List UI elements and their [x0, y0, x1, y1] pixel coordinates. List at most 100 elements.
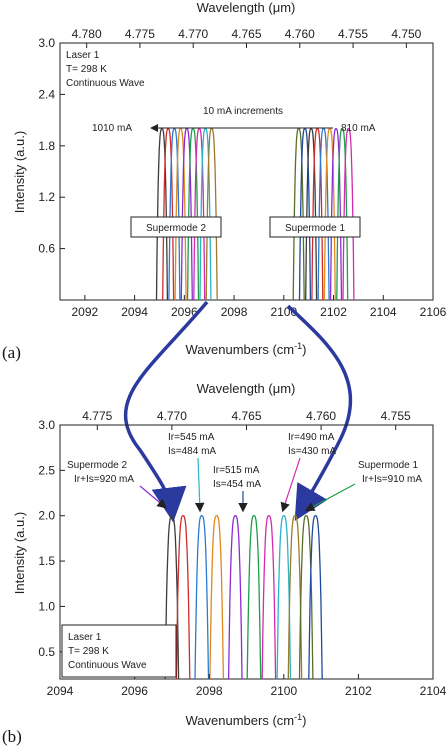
peak-line — [317, 128, 330, 301]
panel-a: 2092 2094 2096 2098 2100 2102 2104 2106 0.61.21… — [2, 0, 447, 362]
y-tick-label: 1.0 — [38, 599, 55, 613]
peak-line — [311, 128, 324, 301]
sm1-sum: Ir+Is=910 mA — [362, 474, 422, 485]
panel-b-legend-line-1: Laser 1 — [68, 632, 102, 643]
peak-line — [342, 128, 355, 301]
peak-line — [276, 515, 292, 680]
peak-line — [323, 128, 336, 301]
peak-line — [298, 128, 312, 301]
top-tick-label: 4.760 — [306, 409, 336, 423]
x-tick-label: 2100 — [270, 684, 297, 698]
top-tick-label: 4.780 — [72, 27, 102, 41]
peak-line — [261, 515, 277, 680]
panel-a-top-ticks: 4.780 4.775 4.770 4.765 4.760 4.755 4.750 — [72, 27, 422, 48]
x-tick-label: 2098 — [221, 305, 248, 319]
peak-line — [205, 128, 218, 301]
y-tick-label: 1.2 — [38, 190, 55, 204]
panel-b: 2094 2096 2098 2100 2102 2104 0.5 1.0 1.5 2.0 2.5… — [2, 381, 447, 746]
increments-label: 10 mA increments — [203, 106, 283, 117]
a3-ir: Ir=490 mA — [288, 432, 335, 443]
a1-ir: Ir=545 mA — [168, 432, 215, 443]
top-tick-label: 4.765 — [231, 409, 261, 423]
panel-a-legend-line-2: T= 298 K — [66, 64, 107, 75]
panel-a-label: (a) — [2, 343, 21, 362]
x-tick-label: 2102 — [345, 684, 372, 698]
panel-a-x-axis-title: Wavenumbers (cm-1) — [186, 341, 307, 357]
x-tick-label: 2092 — [72, 305, 99, 319]
peak-line — [199, 128, 212, 301]
peak-line — [175, 515, 191, 680]
panel-a-peaks — [155, 128, 355, 301]
panel-a-legend-line-1: Laser 1 — [66, 50, 100, 61]
peak-line — [162, 128, 175, 301]
panel-b-top-axis-title: Wavelength (μm) — [197, 381, 296, 396]
peak-line — [329, 128, 343, 301]
top-tick-label: 4.750 — [391, 27, 421, 41]
y-tick-label: 0.6 — [38, 242, 55, 256]
y-tick-label: 3.0 — [38, 36, 55, 50]
peak-line — [168, 128, 181, 301]
sm2-title: Supermode 2 — [67, 460, 127, 471]
supermode-2-label: Supermode 2 — [146, 223, 206, 234]
peak-line — [308, 515, 323, 680]
peak-line — [227, 515, 243, 680]
panel-b-y-ticks: 0.5 1.0 1.5 2.0 2.5 3.0 — [38, 418, 65, 659]
supermode-1-box — [269, 216, 361, 238]
y-tick-label: 1.5 — [38, 554, 55, 568]
top-tick-label: 4.770 — [157, 409, 187, 423]
a1-pointer — [194, 457, 205, 513]
y-tick-label: 3.0 — [38, 418, 55, 432]
y-tick-label: 2.0 — [38, 509, 55, 523]
panel-b-y-axis-title: Intensity (a.u.) — [12, 512, 27, 594]
peak-line — [287, 515, 303, 680]
y-tick-label: 2.5 — [38, 463, 55, 477]
peak-line — [246, 515, 262, 680]
panel-b-label: (b) — [2, 727, 22, 746]
peak-line — [336, 128, 349, 301]
top-tick-label: 4.770 — [178, 27, 208, 41]
connector-arrow-right — [286, 304, 353, 522]
x-tick-label: 2094 — [121, 305, 148, 319]
supermode-1-label: Supermode 1 — [285, 223, 345, 234]
a2-is: Is=454 mA — [213, 479, 261, 490]
peak-line — [186, 128, 200, 301]
panel-a-y-axis-title: Intensity (a.u.) — [12, 131, 27, 213]
top-tick-label: 4.775 — [82, 409, 112, 423]
left-current-label: 1010 mA — [92, 123, 132, 134]
panel-b-x-axis-title: Wavenumbers (cm-1) — [186, 712, 307, 728]
sm2-pointer — [139, 485, 167, 509]
x-tick-label: 2094 — [47, 684, 74, 698]
panel-b-legend-box — [61, 624, 177, 678]
peak-line — [194, 515, 210, 680]
sm2-sum: Ir+Is=920 mA — [74, 474, 134, 485]
peak-line — [209, 515, 225, 680]
y-tick-label: 2.4 — [38, 87, 55, 101]
a3-is: Is=430 mA — [288, 446, 336, 457]
panel-a-x-ticks: 2092 2094 2096 2098 2100 2102 2104 2106 — [72, 295, 447, 319]
x-tick-label: 2096 — [171, 305, 198, 319]
top-tick-label: 4.755 — [381, 409, 411, 423]
x-tick-label: 2102 — [320, 305, 347, 319]
panel-a-legend-line-3: Continuous Wave — [66, 78, 145, 89]
panel-b-legend-line-3: Continuous Wave — [68, 660, 147, 671]
x-tick-label: 2104 — [370, 305, 397, 319]
panel-b-top-ticks: 4.775 4.770 4.765 4.760 4.755 — [82, 409, 411, 430]
panel-a-top-axis-title: Wavelength (μm) — [197, 0, 296, 15]
top-tick-label: 4.765 — [231, 27, 261, 41]
a1-is: Is=484 mA — [168, 446, 216, 457]
a2-ir: Ir=515 mA — [213, 465, 260, 476]
x-tick-label: 2104 — [420, 684, 447, 698]
panel-b-legend-line-2: T= 298 K — [68, 646, 109, 657]
y-tick-label: 1.8 — [38, 139, 55, 153]
top-tick-label: 4.775 — [125, 27, 155, 41]
panel-a-y-ticks: 0.6 1.2 1.8 2.4 3.0 — [38, 36, 65, 256]
a3-pointer — [280, 457, 301, 513]
peak-line — [155, 128, 169, 301]
supermode-2-box — [130, 216, 222, 238]
sm1-title: Supermode 1 — [358, 460, 418, 471]
peak-line — [180, 128, 193, 301]
panel-b-x-ticks: 2094 2096 2098 2100 2102 2104 — [47, 674, 447, 698]
right-current-label: 810 mA — [341, 123, 376, 134]
top-tick-label: 4.755 — [338, 27, 368, 41]
